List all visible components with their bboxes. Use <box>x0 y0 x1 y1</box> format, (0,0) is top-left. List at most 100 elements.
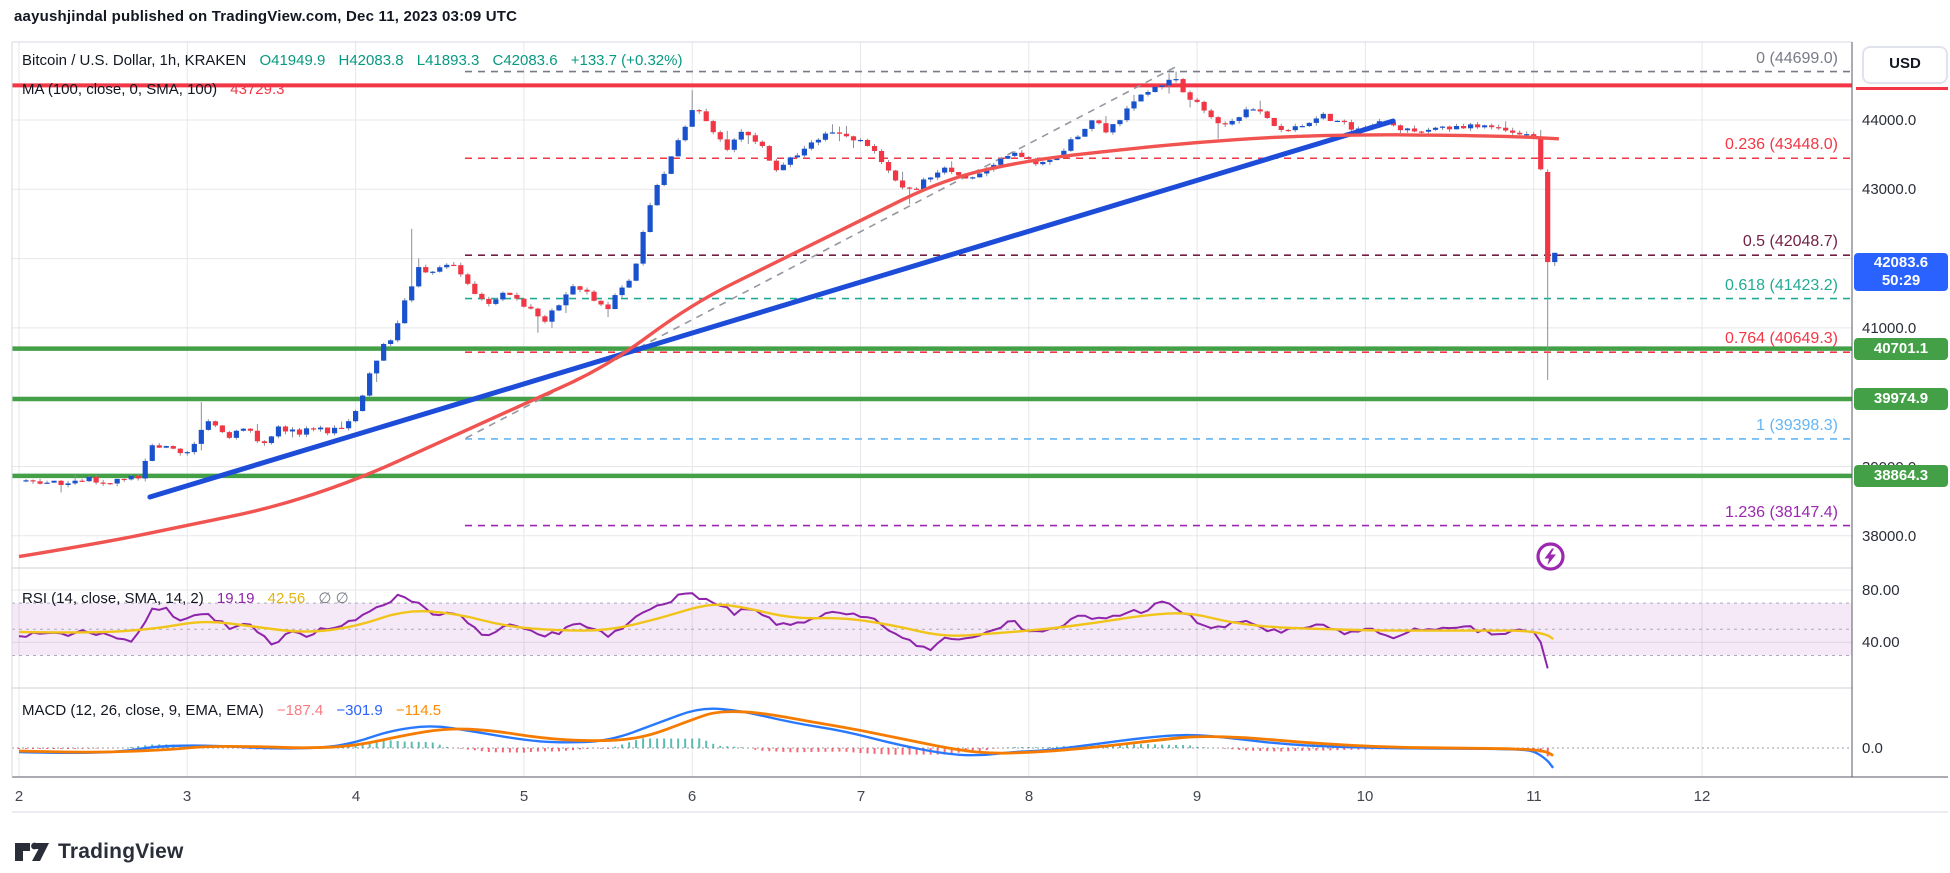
macd-label[interactable]: MACD (12, 26, close, 9, EMA, EMA) <box>22 702 264 719</box>
ohlc-low: L41893.3 <box>416 52 480 69</box>
candle-body <box>1096 120 1102 124</box>
candle-body <box>878 150 885 163</box>
candle-body <box>577 286 583 290</box>
candle-body <box>1222 123 1228 125</box>
rsi-axis-tick[interactable]: 80.00 <box>1862 582 1900 599</box>
candle-body <box>584 289 590 292</box>
candle-body <box>766 146 772 161</box>
candle-body <box>395 323 401 341</box>
time-axis-tick[interactable]: 6 <box>687 788 697 805</box>
candle-body <box>1089 120 1095 129</box>
candle-body <box>731 139 737 150</box>
candle-body <box>935 172 941 178</box>
candle-body <box>51 480 57 483</box>
candle-body <box>598 300 604 305</box>
ma-label[interactable]: MA (100, close, 0, SMA, 100) <box>22 81 218 98</box>
candle-body <box>1341 120 1347 123</box>
fib-level-label: 0.764 (40649.3) <box>1725 330 1838 347</box>
candle-body <box>226 432 232 438</box>
candle-body <box>661 173 667 185</box>
candle-body <box>1496 127 1502 129</box>
candle-body <box>843 133 850 137</box>
time-axis-tick[interactable]: 12 <box>1693 788 1711 805</box>
candle-body <box>612 295 618 310</box>
time-axis-tick[interactable]: 5 <box>519 788 529 805</box>
candle-body <box>1012 152 1018 156</box>
time-axis-tick[interactable]: 11 <box>1526 788 1542 805</box>
candle-body <box>1124 108 1130 121</box>
bullish-trendline[interactable] <box>147 118 1396 500</box>
fib-level-label: 1.236 (38147.4) <box>1725 504 1838 521</box>
fib-level-label: 0.5 (42048.7) <box>1742 233 1838 250</box>
ma-legend[interactable]: MA (100, close, 0, SMA, 100) 43729.3 <box>22 81 294 98</box>
candle-body <box>899 180 906 188</box>
rsi-legend[interactable]: RSI (14, close, SMA, 14, 2) 19.19 42.56 … <box>22 589 358 607</box>
candle-body <box>668 156 674 174</box>
price-axis-tick[interactable]: 41000.0 <box>1862 320 1917 337</box>
candle-body <box>928 177 934 180</box>
symbol-title[interactable]: Bitcoin / U.S. Dollar, 1h, KRAKEN <box>22 52 247 69</box>
tradingview-logo[interactable]: TradingView <box>14 838 184 866</box>
candle-body <box>836 132 843 134</box>
macd-axis-tick[interactable]: 0.0 <box>1862 740 1883 757</box>
candle-body <box>268 436 275 444</box>
candle-body <box>100 482 106 484</box>
time-axis-tick[interactable]: 8 <box>1024 788 1034 805</box>
symbol-legend[interactable]: Bitcoin / U.S. Dollar, 1h, KRAKEN O41949… <box>22 52 691 69</box>
candle-body <box>829 132 836 134</box>
candle-body <box>1152 86 1158 93</box>
candle-body <box>212 421 218 426</box>
candle-body <box>1418 131 1425 133</box>
last-price-value: 42083.6 <box>1873 254 1929 271</box>
price-axis-tick[interactable]: 43000.0 <box>1862 181 1917 198</box>
candle-body <box>240 428 246 431</box>
tradingview-logo-text: TradingView <box>58 840 184 863</box>
candle-body <box>1068 139 1074 151</box>
currency-toggle-button[interactable]: USD <box>1862 46 1948 84</box>
candle-body <box>773 160 779 171</box>
candle-body <box>892 170 899 181</box>
price-axis-tick[interactable]: 38000.0 <box>1862 528 1917 545</box>
candle-body <box>1432 127 1439 130</box>
candle-body <box>626 280 632 288</box>
candle-body <box>338 427 345 430</box>
candle-body <box>1194 99 1200 102</box>
candle-body <box>437 267 443 272</box>
rsi-label[interactable]: RSI (14, close, SMA, 14, 2) <box>22 590 204 607</box>
time-axis-tick[interactable]: 3 <box>182 788 192 805</box>
candle-body <box>752 135 758 142</box>
candle-body <box>724 139 730 150</box>
candle-body <box>458 265 464 275</box>
time-axis-tick[interactable]: 9 <box>1192 788 1202 805</box>
candle-body <box>1250 109 1256 111</box>
candle-body <box>787 157 793 165</box>
price-axis-tick[interactable]: 44000.0 <box>1862 112 1917 129</box>
candle-body <box>998 158 1004 165</box>
candle-body <box>44 482 50 484</box>
macd-legend[interactable]: MACD (12, 26, close, 9, EMA, EMA) −187.4… <box>22 702 450 719</box>
candle-body <box>430 271 436 273</box>
time-axis-tick[interactable]: 2 <box>14 788 24 805</box>
time-axis-tick[interactable]: 10 <box>1356 788 1374 805</box>
candle-body <box>1313 118 1319 123</box>
candle-body <box>1425 129 1432 132</box>
candle-body <box>738 131 744 140</box>
time-axis-tick[interactable]: 4 <box>351 788 361 805</box>
candle-body <box>1110 124 1116 133</box>
candle-body <box>1278 125 1284 130</box>
last-price-label: 42083.6 50:29 <box>1854 253 1948 291</box>
rsi-axis-tick[interactable]: 40.00 <box>1862 634 1900 651</box>
candle-body <box>1131 101 1137 109</box>
candle-body <box>1082 128 1088 137</box>
flash-marker[interactable] <box>1535 541 1566 572</box>
candle-body <box>682 126 688 141</box>
candle-body <box>331 427 338 434</box>
candle-body <box>535 308 541 317</box>
time-axis-tick[interactable]: 7 <box>856 788 866 805</box>
candle-body <box>619 287 625 296</box>
candle-body <box>1460 126 1467 129</box>
candle-body <box>1047 160 1053 162</box>
ohlc-high: H42083.8 <box>338 52 404 69</box>
